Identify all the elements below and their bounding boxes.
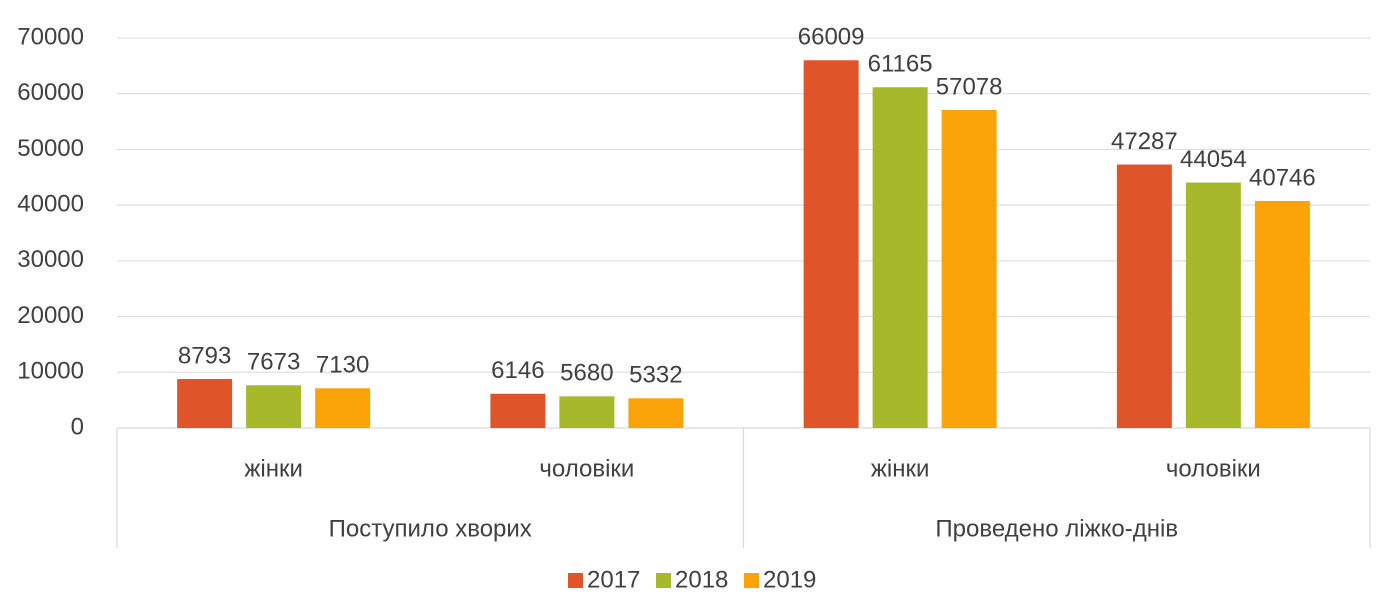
- x-tick-label: чоловіки: [539, 455, 634, 482]
- y-tick-label: 0: [71, 413, 84, 440]
- data-label: 66009: [798, 24, 865, 51]
- bar: [941, 109, 997, 428]
- legend-label: 2017: [587, 566, 640, 593]
- bar: [1185, 182, 1241, 428]
- data-label: 7673: [247, 349, 300, 376]
- bar: [1254, 200, 1310, 428]
- group-label: Проведено ліжко-днів: [935, 515, 1178, 542]
- bar: [177, 379, 233, 428]
- bar: [559, 396, 615, 428]
- y-tick-label: 50000: [17, 135, 84, 162]
- data-label: 40746: [1249, 164, 1316, 191]
- x-tick-label: жінки: [244, 455, 303, 482]
- data-label: 7130: [316, 352, 369, 379]
- y-tick-label: 40000: [17, 190, 84, 217]
- data-label: 5332: [629, 362, 682, 389]
- data-label: 47287: [1111, 128, 1178, 155]
- data-label: 5680: [560, 360, 613, 387]
- y-tick-label: 60000: [17, 79, 84, 106]
- bar: [490, 393, 546, 428]
- legend-swatch: [744, 573, 759, 588]
- bar: [628, 398, 684, 428]
- bar: [803, 60, 859, 429]
- bar: [315, 388, 371, 428]
- legend-swatch: [656, 573, 671, 588]
- x-tick-label: жінки: [871, 455, 930, 482]
- group-label: Поступило хворих: [329, 515, 532, 542]
- y-tick-label: 70000: [17, 23, 84, 50]
- bar: [872, 87, 928, 428]
- legend-swatch: [568, 573, 583, 588]
- y-tick-label: 10000: [17, 358, 84, 385]
- y-tick-label: 20000: [17, 302, 84, 329]
- y-tick-label: 30000: [17, 246, 84, 273]
- bar: [1116, 164, 1172, 428]
- bar: [246, 385, 302, 428]
- data-label: 8793: [178, 342, 231, 369]
- legend-label: 2019: [763, 566, 816, 593]
- data-label: 61165: [868, 51, 933, 78]
- data-label: 6146: [491, 357, 544, 384]
- data-label: 57078: [936, 73, 1003, 100]
- data-label: 44054: [1180, 146, 1247, 173]
- legend-label: 2018: [675, 566, 728, 593]
- x-tick-label: чоловіки: [1166, 455, 1261, 482]
